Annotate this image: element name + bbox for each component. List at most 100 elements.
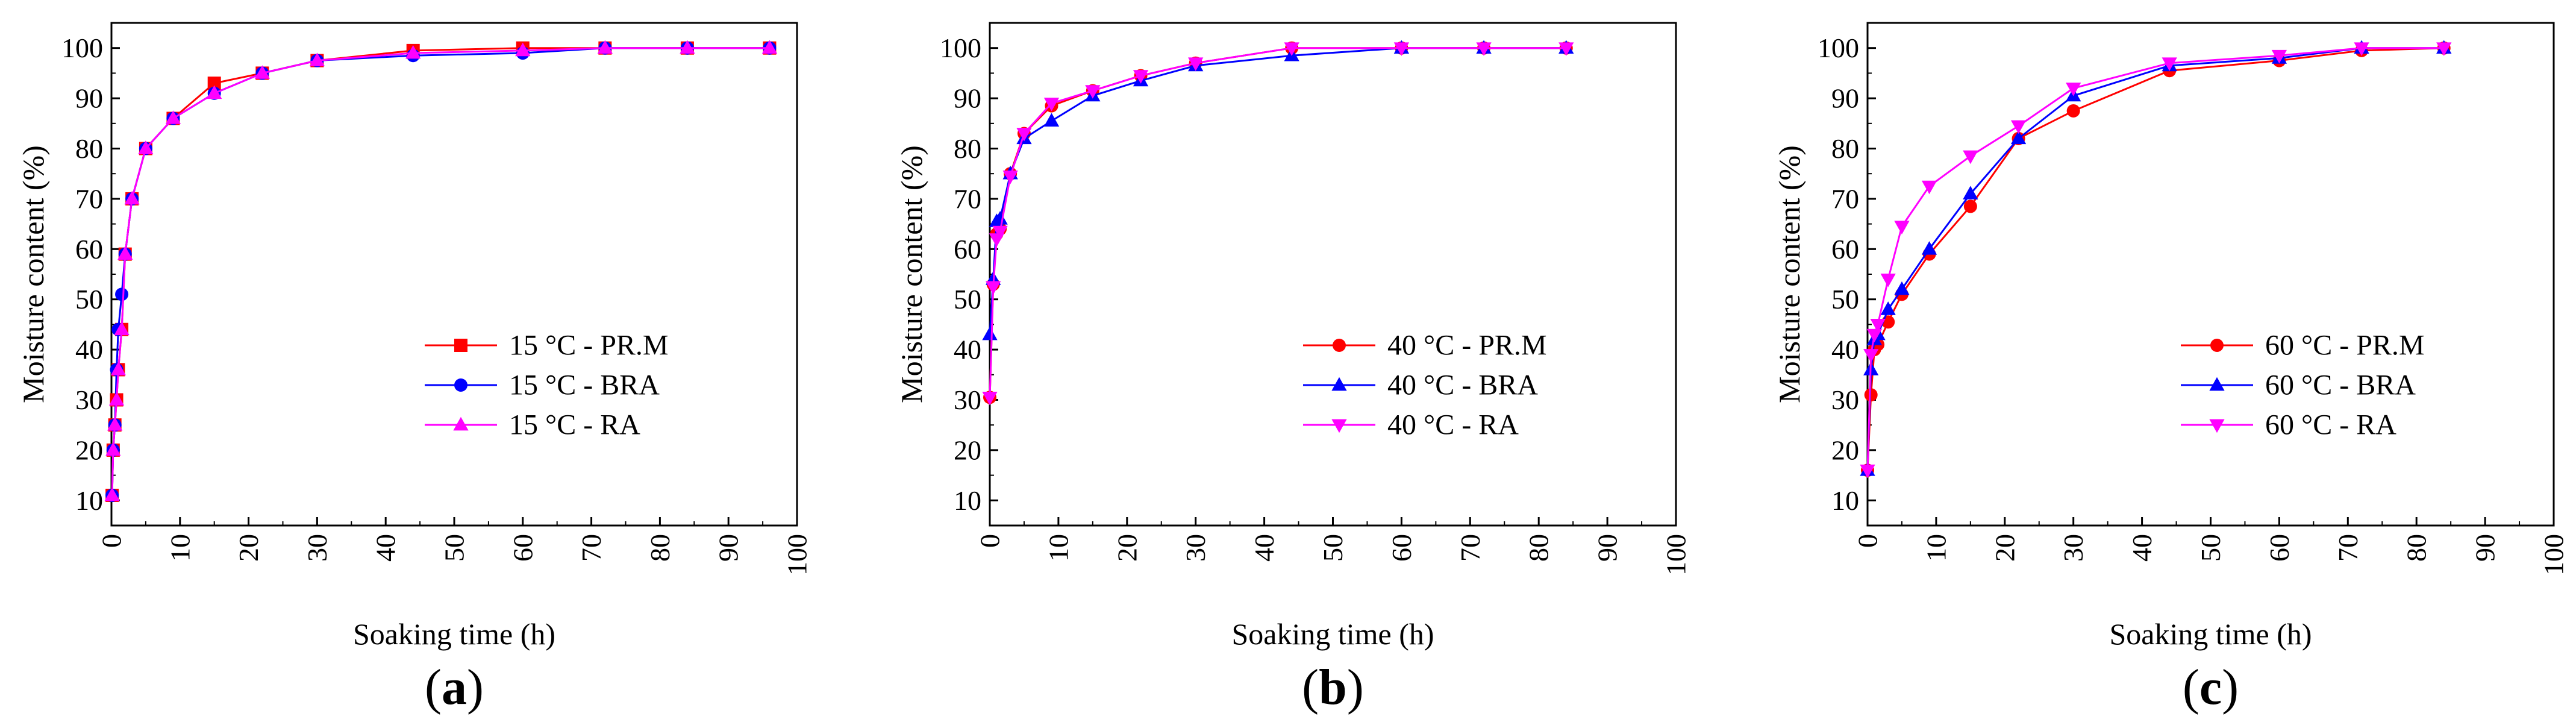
legend-marker (2209, 377, 2225, 391)
legend-entry: 15 °C - PR.M (509, 330, 669, 362)
x-tick-label: 100 (782, 534, 813, 576)
y-tick-label: 100 (940, 33, 981, 63)
x-tick-label: 10 (164, 534, 195, 562)
chart-panel-b: 0 10 20 30 40 50 60 70 80 90 100 10 20 30 40 50 60 70 80 90… (895, 22, 1692, 715)
plot-frame (1866, 22, 2555, 527)
data-point (761, 40, 778, 54)
y-tick-label: 20 (954, 435, 981, 465)
data-point (138, 140, 154, 154)
data-point (114, 321, 130, 336)
x-tick-label: 30 (302, 534, 333, 562)
y-tick-label: 50 (954, 284, 981, 315)
data-point (207, 85, 222, 99)
series-line-2 (1866, 47, 2444, 471)
legend-marker (2210, 339, 2224, 352)
data-point (515, 42, 531, 57)
y-axis-title: Moisture content (%) (16, 145, 50, 403)
y-tick-label: 60 (1831, 234, 1859, 265)
y-tick-label: 80 (75, 133, 103, 164)
y-tick-label: 50 (1831, 284, 1859, 315)
data-point (105, 442, 121, 456)
data-point (1894, 281, 1910, 295)
y-tick-label: 60 (75, 234, 103, 265)
x-tick-label: 0 (975, 534, 1005, 548)
x-tick-label: 50 (439, 534, 470, 562)
series-line-2 (111, 47, 770, 496)
y-tick-label: 90 (954, 83, 981, 114)
legend-marker (2209, 419, 2225, 433)
x-tick-label: 10 (1921, 534, 1951, 562)
data-point (982, 391, 998, 406)
y-tick-label: 60 (954, 234, 981, 265)
data-point (110, 362, 127, 375)
y-tick-label: 10 (1831, 485, 1859, 516)
data-point (1284, 42, 1299, 56)
x-axis-title: Soaking time (h) (1231, 617, 1434, 651)
series-line-1 (1866, 47, 2444, 471)
x-tick-label: 70 (2333, 534, 2363, 562)
series-line-3 (1866, 47, 2444, 471)
x-tick-label: 100 (1661, 534, 1692, 576)
x-tick-label: 20 (233, 534, 264, 562)
y-tick-label: 40 (75, 334, 103, 365)
data-point (107, 417, 123, 431)
data-point (254, 65, 270, 79)
x-tick-label: 0 (1852, 534, 1883, 548)
data-point (309, 52, 325, 66)
data-point (982, 326, 998, 340)
data-point (207, 77, 221, 90)
y-tick-label: 80 (954, 133, 981, 164)
data-point (992, 225, 1008, 240)
y-tick-label: 80 (1831, 133, 1859, 164)
x-tick-label: 30 (1180, 534, 1211, 562)
legend-marker (1331, 377, 1347, 391)
data-point (2354, 42, 2369, 56)
x-tick-label: 70 (576, 534, 607, 562)
data-point (2436, 42, 2452, 56)
x-tick-label: 80 (645, 534, 675, 562)
x-tick-label: 0 (96, 534, 127, 548)
legend-entry: 60 °C - RA (2265, 409, 2396, 441)
legend-entry: 60 °C - BRA (2265, 369, 2416, 401)
chart-panel-c: 0 10 20 30 40 50 60 70 80 90 100 10 20 30 40 50 60 70 80 90… (1772, 22, 2569, 715)
data-point (2066, 104, 2080, 118)
data-point (986, 281, 1001, 295)
data-point (124, 190, 140, 205)
x-tick-label: 20 (1989, 534, 2020, 562)
data-point (1085, 85, 1101, 99)
data-point (1963, 199, 1977, 213)
data-point (2271, 49, 2287, 64)
data-point (1860, 464, 1875, 479)
legend-entry: 60 °C - PR.M (2265, 330, 2425, 362)
data-point (1476, 42, 1492, 56)
y-tick-label: 70 (75, 183, 103, 214)
panel-label: (b) (1302, 659, 1364, 715)
x-tick-label: 80 (2401, 534, 2432, 562)
data-point (680, 40, 695, 54)
x-tick-label: 80 (1524, 534, 1554, 562)
x-tick-label: 40 (370, 534, 401, 562)
data-point (1870, 319, 1886, 333)
x-tick-label: 100 (2539, 534, 2569, 576)
legend-entry: 15 °C - RA (509, 409, 640, 441)
x-tick-label: 50 (1318, 534, 1348, 562)
data-point (165, 110, 181, 124)
legend-marker (454, 378, 467, 392)
data-point (2162, 57, 2177, 71)
data-point (1880, 273, 1896, 287)
y-tick-label: 20 (75, 435, 103, 465)
series-line-3 (111, 47, 770, 496)
legend-entry: 15 °C - BRA (509, 369, 660, 401)
data-point (1880, 301, 1896, 315)
data-point (1016, 128, 1032, 142)
data-point (2066, 83, 2081, 96)
panel-label: (a) (425, 659, 484, 715)
data-point (1558, 42, 1574, 56)
data-point (117, 246, 133, 260)
x-axis-title: Soaking time (h) (2109, 617, 2312, 651)
data-point (1963, 150, 1978, 165)
data-point (1043, 113, 1060, 127)
x-tick-label: 90 (1592, 534, 1623, 562)
data-point (1133, 70, 1149, 84)
